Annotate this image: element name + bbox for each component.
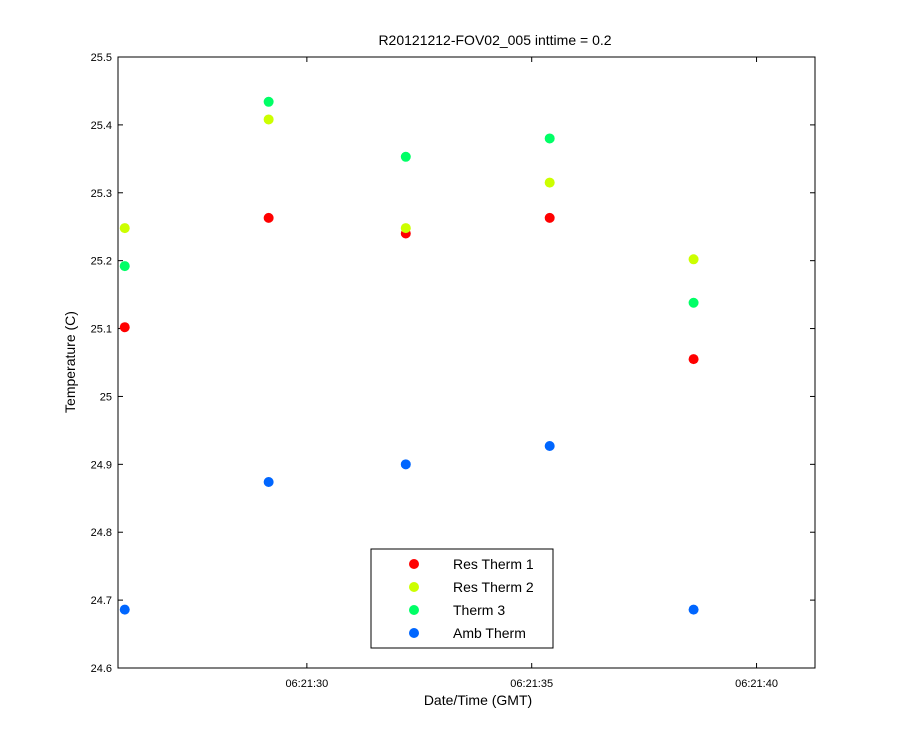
point-amb-therm bbox=[263, 476, 274, 487]
legend: Res Therm 1 Res Therm 2 Therm 3 Amb Therm bbox=[370, 548, 554, 649]
legend-label-res-therm-2: Res Therm 2 bbox=[453, 579, 534, 595]
point-therm-3 bbox=[400, 151, 411, 162]
y-tick-label: 25.1 bbox=[91, 324, 112, 336]
point-therm-3 bbox=[263, 96, 274, 107]
chart-title: R20121212-FOV02_005 inttime = 0.2 bbox=[378, 32, 611, 48]
point-res-therm-2 bbox=[400, 223, 411, 234]
y-axis-label: Temperature (C) bbox=[62, 311, 78, 413]
legend-marker-therm-3 bbox=[409, 605, 419, 615]
legend-label-therm-3: Therm 3 bbox=[453, 602, 505, 618]
y-tick-label: 24.8 bbox=[91, 527, 112, 539]
point-therm-3 bbox=[544, 133, 555, 144]
legend-label-amb-therm: Amb Therm bbox=[453, 625, 526, 641]
y-tick-label: 25.3 bbox=[91, 188, 112, 200]
point-amb-therm bbox=[119, 604, 130, 615]
point-res-therm-1 bbox=[544, 212, 555, 223]
point-res-therm-2 bbox=[688, 254, 699, 265]
legend-label-res-therm-1: Res Therm 1 bbox=[453, 556, 534, 572]
point-amb-therm bbox=[688, 604, 699, 615]
point-res-therm-2 bbox=[263, 114, 274, 125]
x-axis-label: Date/Time (GMT) bbox=[424, 692, 532, 708]
axis-ticks: 24.6 24.7 24.8 24.9 25 25.1 25.2 25.3 25.4 25.5 06… bbox=[91, 52, 815, 690]
x-tick-label: 06:21:35 bbox=[510, 678, 553, 690]
point-therm-3 bbox=[119, 261, 130, 272]
y-tick-label: 25.2 bbox=[91, 256, 112, 268]
point-res-therm-1 bbox=[688, 354, 699, 365]
y-tick-label: 25 bbox=[100, 391, 112, 403]
data-points bbox=[119, 96, 699, 615]
point-therm-3 bbox=[688, 297, 699, 308]
y-tick-label: 24.9 bbox=[91, 459, 112, 471]
x-tick-label: 06:21:30 bbox=[285, 678, 328, 690]
y-tick-label: 24.7 bbox=[91, 595, 112, 607]
y-tick-label: 25.4 bbox=[91, 120, 112, 132]
point-res-therm-2 bbox=[119, 223, 130, 234]
legend-box bbox=[370, 548, 554, 649]
y-tick-label: 25.5 bbox=[91, 52, 112, 64]
x-tick-label: 06:21:40 bbox=[735, 678, 778, 690]
point-res-therm-1 bbox=[263, 212, 274, 223]
point-amb-therm bbox=[544, 441, 555, 452]
y-tick-label: 24.6 bbox=[91, 663, 112, 675]
legend-marker-res-therm-1 bbox=[409, 559, 419, 569]
legend-marker-amb-therm bbox=[409, 628, 419, 638]
legend-marker-res-therm-2 bbox=[409, 582, 419, 592]
point-amb-therm bbox=[400, 459, 411, 470]
point-res-therm-2 bbox=[544, 177, 555, 188]
point-res-therm-1 bbox=[119, 322, 130, 333]
